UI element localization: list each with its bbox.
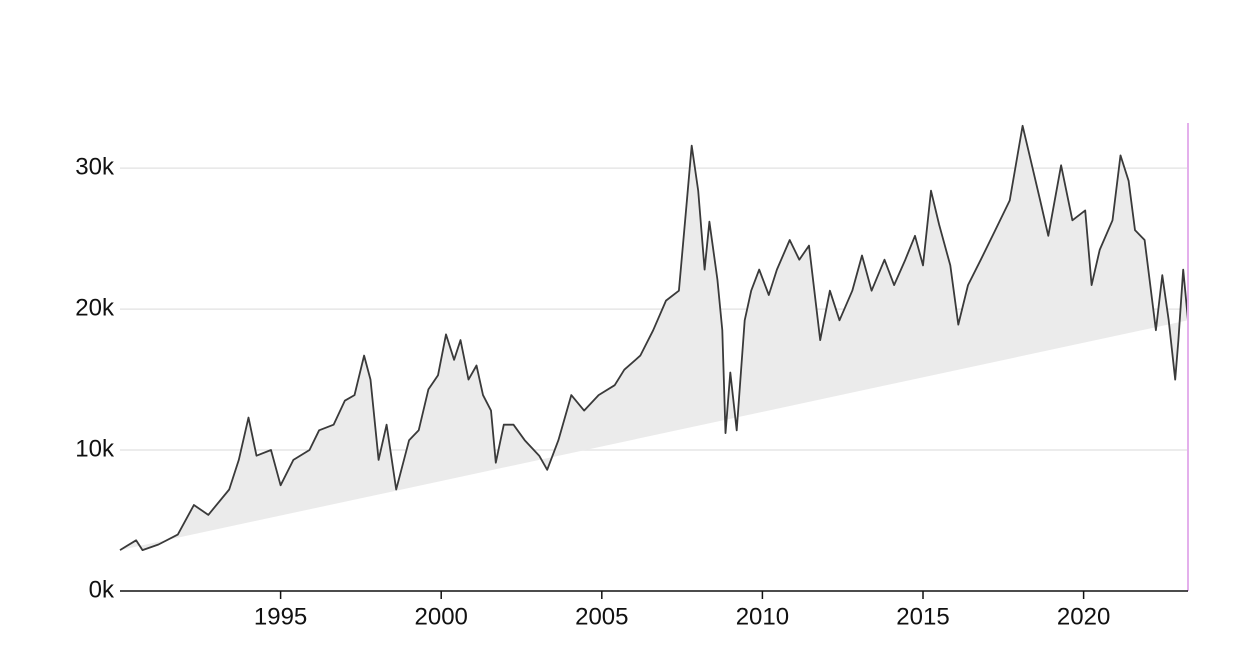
- line: [119, 124, 1189, 551]
- y-tick-label: 10k: [75, 435, 115, 462]
- x-tick-label: 1995: [254, 603, 307, 630]
- x-tick-label: 2020: [1057, 603, 1110, 630]
- x-tick-label: 2010: [736, 603, 789, 630]
- x-tick-label: 2015: [896, 603, 949, 630]
- plot-area: [119, 124, 1189, 551]
- area: [120, 125, 1188, 551]
- labels: 0k 10k 20k 30k 1995 2000 2005 2010 2015 2020: [75, 153, 1110, 630]
- y-tick-label: 30k: [75, 153, 115, 180]
- y-tick-label: 0k: [89, 576, 115, 603]
- x-tick-label: 2000: [415, 603, 468, 630]
- x-tick-label: 2005: [575, 603, 628, 630]
- y-tick-label: 20k: [75, 294, 115, 321]
